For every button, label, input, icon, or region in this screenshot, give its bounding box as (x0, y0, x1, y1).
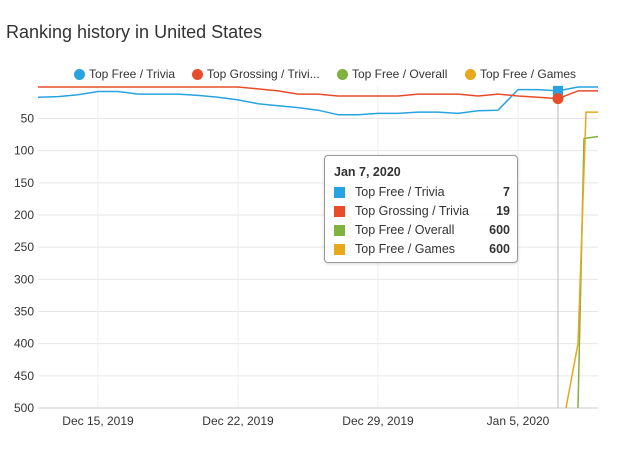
x-tick-label: Dec 15, 2019 (62, 414, 134, 428)
tooltip-row-value: 7 (503, 185, 510, 199)
tooltip-row: Top Free / Overall 600 (334, 222, 510, 238)
y-tick-label: 300 (14, 272, 34, 286)
legend: Top Free / Trivia Top Grossing / Trivi..… (0, 66, 628, 82)
highlight-marker (553, 85, 563, 96)
y-tick-label: 250 (14, 240, 34, 254)
tooltip-date: Jan 7, 2020 (334, 165, 401, 179)
legend-dot-icon (465, 68, 476, 80)
tooltip-row-label: Top Free / Overall (355, 223, 455, 237)
legend-item-top-grossing-trivia[interactable]: Top Grossing / Trivi... (192, 66, 320, 82)
x-tick-label: Dec 29, 2019 (342, 414, 414, 428)
legend-label: Top Free / Trivia (89, 67, 176, 81)
tooltip-swatch-icon (334, 205, 345, 217)
legend-dot-icon (192, 68, 203, 80)
tooltip-row: Top Free / Trivia 7 (334, 184, 510, 200)
legend-dot-icon (74, 68, 85, 80)
tooltip-swatch-icon (334, 224, 345, 236)
y-tick-label: 200 (14, 208, 34, 222)
y-tick-label: 150 (14, 176, 34, 190)
tooltip-swatch-icon (334, 243, 345, 255)
tooltip-row: Top Free / Games 600 (334, 241, 510, 257)
legend-item-top-free-trivia[interactable]: Top Free / Trivia (74, 66, 175, 82)
chart-title: Ranking history in United States (6, 22, 263, 42)
series-line-top-free-overall (577, 135, 598, 408)
legend-item-top-free-games[interactable]: Top Free / Games (465, 66, 576, 82)
legend-dot-icon (337, 68, 348, 80)
x-tick-label: Dec 22, 2019 (202, 414, 274, 428)
tooltip-row-value: 19 (496, 204, 510, 218)
tooltip-row-label: Top Free / Trivia (355, 185, 445, 199)
legend-label: Top Free / Games (480, 67, 577, 81)
highlight-marker (552, 93, 564, 105)
series-line-top-grossing-trivia (38, 86, 598, 100)
y-tick-label: 450 (14, 369, 34, 383)
tooltip-row-value: 600 (489, 223, 510, 237)
legend-item-top-free-overall[interactable]: Top Free / Overall (337, 66, 447, 82)
y-tick-label: 100 (14, 144, 34, 158)
series-line-top-free-trivia (38, 86, 598, 116)
tooltip-row-value: 600 (489, 242, 510, 256)
series-line-top-free-games (565, 111, 598, 408)
y-tick-label: 500 (14, 401, 34, 415)
tooltip: Jan 7, 2020 Top Free / Trivia 7 Top Gros… (324, 155, 518, 263)
tooltip-row-label: Top Free / Games (355, 242, 456, 256)
x-tick-label: Jan 5, 2020 (487, 414, 550, 428)
tooltip-swatch-icon (334, 186, 345, 198)
y-tick-label: 50 (21, 112, 35, 126)
legend-label: Top Grossing / Trivi... (207, 67, 320, 81)
legend-label: Top Free / Overall (352, 67, 448, 81)
tooltip-row-label: Top Grossing / Trivia (355, 204, 469, 218)
y-tick-label: 400 (14, 337, 34, 351)
tooltip-row: Top Grossing / Trivia 19 (334, 203, 510, 219)
y-tick-label: 350 (14, 305, 34, 319)
